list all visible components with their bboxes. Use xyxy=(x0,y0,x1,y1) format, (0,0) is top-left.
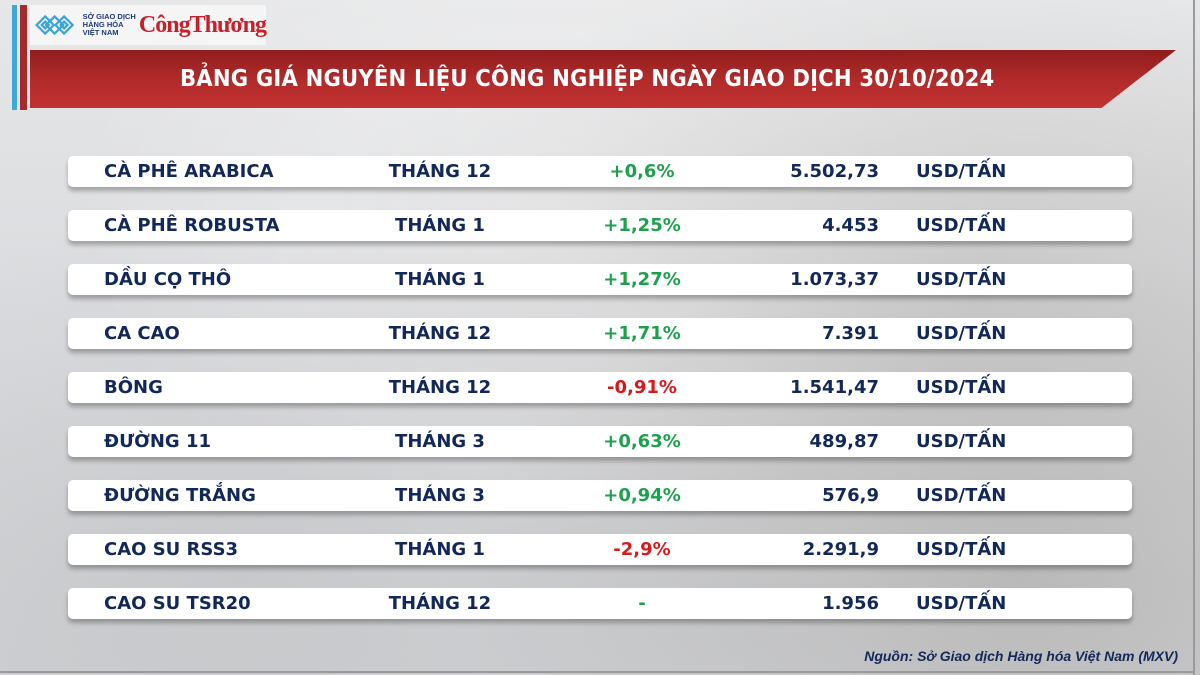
contract-month: THÁNG 1 xyxy=(395,269,485,290)
logo-bar: SỞ GIAO DỊCH HÀNG HÓA VIỆT NAM CôngThươn… xyxy=(30,5,267,45)
table-row: BÔNG THÁNG 12 -0,91% 1.541,47 USD/TẤN xyxy=(68,372,1132,403)
price-change: -0,91% xyxy=(607,377,677,398)
table-row: CAO SU RSS3 THÁNG 1 -2,9% 2.291,9 USD/TẤ… xyxy=(68,534,1132,565)
price-unit: USD/TẤN xyxy=(916,485,1007,506)
price-change: -2,9% xyxy=(613,539,671,560)
contract-month: THÁNG 12 xyxy=(388,323,492,344)
commodity-name: ĐƯỜNG 11 xyxy=(104,431,211,452)
table-row: CÀ PHÊ ROBUSTA THÁNG 1 +1,25% 4.453 USD/… xyxy=(68,210,1132,241)
price-table: CÀ PHÊ ARABICA THÁNG 12 +0,6% 5.502,73 U… xyxy=(68,156,1132,642)
commodity-name: CÀ PHÊ ROBUSTA xyxy=(104,215,280,236)
accent-stripe-blue xyxy=(12,5,17,110)
price-value: 2.291,9 xyxy=(802,539,879,560)
price-change: +1,25% xyxy=(603,215,681,236)
commodity-name: BÔNG xyxy=(104,377,163,398)
contract-month: THÁNG 1 xyxy=(395,539,485,560)
commodity-name: CAO SU TSR20 xyxy=(104,593,251,614)
mxv-line-2: HÀNG HÓA xyxy=(82,20,124,29)
contract-month: THÁNG 3 xyxy=(395,431,485,452)
source-note: Nguồn: Sở Giao dịch Hàng hóa Việt Nam (M… xyxy=(864,648,1178,664)
price-change: - xyxy=(638,593,646,614)
accent-stripe-red xyxy=(20,5,27,110)
price-change: +0,63% xyxy=(603,431,681,452)
table-row: CÀ PHÊ ARABICA THÁNG 12 +0,6% 5.502,73 U… xyxy=(68,156,1132,187)
price-change: +1,27% xyxy=(603,269,681,290)
price-value: 576,9 xyxy=(822,485,879,506)
contract-month: THÁNG 12 xyxy=(388,593,492,614)
price-unit: USD/TẤN xyxy=(916,269,1007,290)
price-value: 5.502,73 xyxy=(790,161,879,182)
frame-border-right xyxy=(1193,0,1195,675)
congthuong-logo: CôngThương xyxy=(138,11,267,38)
table-row: CAO SU TSR20 THÁNG 12 - 1.956 USD/TẤN xyxy=(68,588,1132,619)
price-value: 1.956 xyxy=(822,593,879,614)
price-unit: USD/TẤN xyxy=(916,377,1007,398)
mxv-diamond-logo-icon xyxy=(34,14,75,36)
frame-border-bottom xyxy=(0,671,1195,673)
price-value: 489,87 xyxy=(809,431,879,452)
mxv-logo-text: SỞ GIAO DỊCH HÀNG HÓA VIỆT NAM xyxy=(83,13,136,37)
price-unit: USD/TẤN xyxy=(916,593,1007,614)
price-unit: USD/TẤN xyxy=(916,323,1007,344)
price-value: 7.391 xyxy=(822,323,879,344)
price-unit: USD/TẤN xyxy=(916,215,1007,236)
commodity-name: DẦU CỌ THÔ xyxy=(104,269,232,290)
price-value: 4.453 xyxy=(822,215,879,236)
price-value: 1.541,47 xyxy=(790,377,879,398)
price-change: +0,94% xyxy=(603,485,681,506)
price-change: +0,6% xyxy=(609,161,675,182)
title-banner: BẢNG GIÁ NGUYÊN LIỆU CÔNG NGHIỆP NGÀY GI… xyxy=(30,50,1176,108)
price-unit: USD/TẤN xyxy=(916,431,1007,452)
table-row: ĐƯỜNG 11 THÁNG 3 +0,63% 489,87 USD/TẤN xyxy=(68,426,1132,457)
commodity-name: CAO SU RSS3 xyxy=(104,539,239,560)
table-row: ĐƯỜNG TRẮNG THÁNG 3 +0,94% 576,9 USD/TẤN xyxy=(68,480,1132,511)
mxv-line-3: VIỆT NAM xyxy=(82,28,119,37)
price-change: +1,71% xyxy=(603,323,681,344)
contract-month: THÁNG 12 xyxy=(388,161,492,182)
commodity-name: ĐƯỜNG TRẮNG xyxy=(104,485,256,506)
price-unit: USD/TẤN xyxy=(916,539,1007,560)
price-value: 1.073,37 xyxy=(790,269,879,290)
table-row: CA CAO THÁNG 12 +1,71% 7.391 USD/TẤN xyxy=(68,318,1132,349)
contract-month: THÁNG 1 xyxy=(395,215,485,236)
commodity-name: CA CAO xyxy=(104,323,180,344)
contract-month: THÁNG 3 xyxy=(395,485,485,506)
commodity-name: CÀ PHÊ ARABICA xyxy=(104,161,274,182)
contract-month: THÁNG 12 xyxy=(388,377,492,398)
price-unit: USD/TẤN xyxy=(916,161,1007,182)
mxv-line-1: SỞ GIAO DỊCH xyxy=(82,12,136,21)
page-title: BẢNG GIÁ NGUYÊN LIỆU CÔNG NGHIỆP NGÀY GI… xyxy=(180,66,995,92)
table-row: DẦU CỌ THÔ THÁNG 1 +1,27% 1.073,37 USD/T… xyxy=(68,264,1132,295)
